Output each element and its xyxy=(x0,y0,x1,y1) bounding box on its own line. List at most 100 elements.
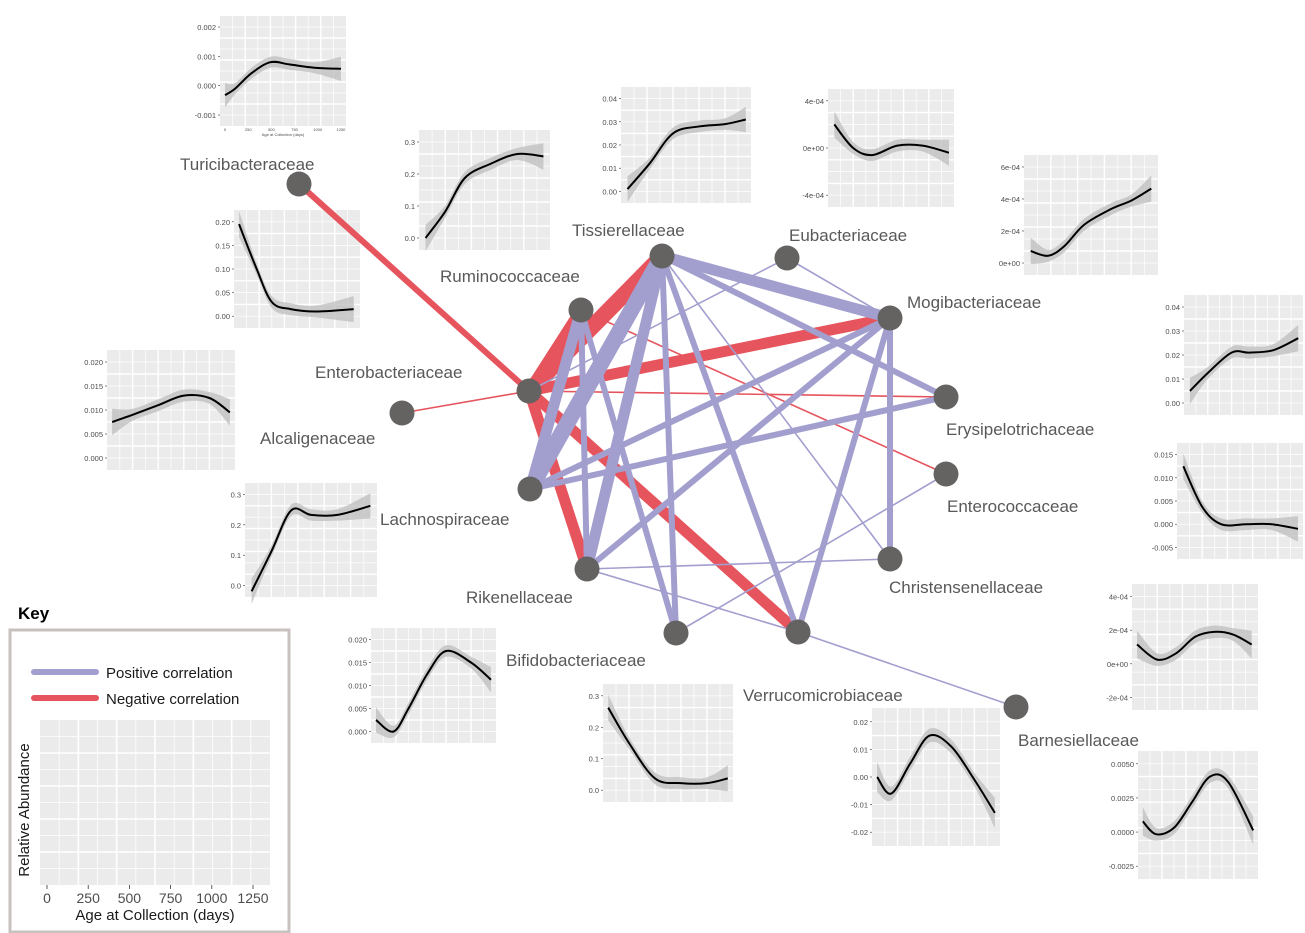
node-verrucomicrobiaceae xyxy=(785,619,811,645)
y-tick-label: 0.015 xyxy=(348,659,367,668)
positive-correlation-label: Positive correlation xyxy=(106,665,233,682)
confidence-ribbon xyxy=(112,389,230,436)
edge-ruminococcaceae-lachnospiraceae xyxy=(524,304,587,495)
y-tick-label: 0.01 xyxy=(602,164,617,173)
y-tick-label: 0.02 xyxy=(1165,351,1180,360)
key-axes-example: 0 250 500 750 1000 1250 xyxy=(40,720,270,906)
node-label-alcaligenaceae: Alcaligenaceae xyxy=(260,429,375,448)
key-x-tick-label: 1000 xyxy=(196,890,227,906)
x-axis-label: Age at Collection (days) xyxy=(262,132,305,137)
y-tick-label: 0.02 xyxy=(853,718,868,727)
y-tick-label: -0.001 xyxy=(195,111,216,120)
y-tick-label: 0.0000 xyxy=(1111,828,1134,837)
y-tick-label: 0.02 xyxy=(602,141,617,150)
y-tick-label: 0.0 xyxy=(231,582,241,591)
y-tick-label: 0.020 xyxy=(348,636,367,645)
node-label-barnesiellaceae: Barnesiellaceae xyxy=(1018,731,1139,750)
confidence-ribbon xyxy=(1189,325,1299,405)
y-tick-label: -4e-04 xyxy=(802,191,824,200)
y-tick-label: -0.005 xyxy=(1152,543,1173,552)
smoothed-curve xyxy=(607,707,729,785)
node-ruminococcaceae xyxy=(568,297,594,323)
y-tick-label: 0.000 xyxy=(197,82,216,91)
y-tick-label: 0.00 xyxy=(853,773,868,782)
edge-enterobacteriaceae-tissierellaceae xyxy=(521,248,670,399)
y-tick-label: 0.2 xyxy=(589,723,599,732)
smoothed-curve xyxy=(250,504,371,592)
smoothed-curve xyxy=(238,223,354,313)
key-title: Key xyxy=(18,604,50,623)
x-tick-label: 500 xyxy=(268,127,275,132)
y-tick-label: 2e-04 xyxy=(1109,626,1128,635)
x-tick-label: 1000 xyxy=(313,127,323,132)
y-tick-label: 0e+00 xyxy=(1107,660,1128,669)
edge-rikenellaceae-verrucomicrobiaceae xyxy=(586,568,799,633)
abundance-panels: 0.002 0.001 0.000 -0.001 0 250 500 750 1000 1250 A… xyxy=(84,16,1303,879)
y-tick-label: 0.01 xyxy=(853,745,868,754)
y-tick-label: 0.2 xyxy=(405,170,415,179)
smoothed-curve xyxy=(876,733,996,814)
node-mogibacteriaceae xyxy=(877,305,903,331)
y-tick-label: 0.020 xyxy=(84,358,103,367)
edge-mogibacteriaceae-verrucomicrobiaceae xyxy=(795,315,893,635)
network-edges xyxy=(296,181,1017,708)
panel-enterococcaceae: 0.015 0.010 0.005 0.000 -0.005 xyxy=(1152,443,1303,559)
node-alcaligenaceae xyxy=(389,400,415,426)
node-erysipelotrichaceae xyxy=(933,384,959,410)
panel-erysipelotrichaceae: 0.04 0.03 0.02 0.01 0.00 xyxy=(1165,295,1303,415)
node-label-rikenellaceae: Rikenellaceae xyxy=(466,588,573,607)
x-tick-label: 0 xyxy=(224,127,227,132)
y-tick-label: 0e+00 xyxy=(999,259,1020,268)
y-tick-label: 0.000 xyxy=(1154,520,1173,529)
key-x-tick-label: 750 xyxy=(159,890,183,906)
node-label-bifidobacteriaceae: Bifidobacteriaceae xyxy=(506,651,646,670)
y-tick-label: 0.3 xyxy=(589,692,599,701)
edge-rikenellaceae-christensenellaceae xyxy=(586,558,891,570)
smoothed-curve xyxy=(1182,465,1299,530)
key-x-tick-label: 1250 xyxy=(237,890,268,906)
smoothed-curve xyxy=(1030,187,1152,257)
panel-bifidobacteriaceae: 0.3 0.2 0.1 0.0 xyxy=(589,684,733,802)
smoothed-curve xyxy=(626,118,747,190)
panel-verrucomicrobiaceae: 0.02 0.01 0.00 -0.01 -0.02 xyxy=(851,708,1000,846)
y-tick-label: 0.03 xyxy=(1165,327,1180,336)
panel-turicibacteraceae: 0.002 0.001 0.000 -0.001 0 250 500 750 1000 1250 A… xyxy=(195,16,346,137)
edge-tissierellaceae-bifidobacteriaceae xyxy=(659,253,679,636)
edge-lachnospiraceae-mogibacteriaceae xyxy=(527,315,893,492)
node-lachnospiraceae xyxy=(517,476,543,502)
panel-rikenellaceae: 0.020 0.015 0.010 0.005 0.000 xyxy=(348,628,496,743)
edge-tissierellaceae-mogibacteriaceae xyxy=(656,250,896,324)
y-tick-label: 2e-04 xyxy=(1001,227,1020,236)
y-tick-label: 0.002 xyxy=(197,23,216,32)
confidence-ribbon xyxy=(1142,768,1254,845)
y-tick-label: 0.00 xyxy=(215,312,230,321)
edge-bifidobacteriaceae-enterococcaceae xyxy=(675,473,947,634)
node-christensenellaceae xyxy=(877,546,903,572)
node-label-enterococcaceae: Enterococcaceae xyxy=(947,497,1078,516)
edge-tissierellaceae-rikenellaceae xyxy=(581,250,668,575)
key-xlabel: Age at Collection (days) xyxy=(75,907,234,924)
y-tick-label: 0.005 xyxy=(348,705,367,714)
node-label-turicibacteraceae: Turicibacteraceae xyxy=(180,155,315,174)
edge-verrucomicrobiaceae-barnesiellaceae xyxy=(797,631,1017,708)
node-label-christensenellaceae: Christensenellaceae xyxy=(889,578,1043,597)
y-tick-label: 0.3 xyxy=(231,490,241,499)
edge-tissierellaceae-erysipelotrichaceae xyxy=(659,253,949,400)
node-label-erysipelotrichaceae: Erysipelotrichaceae xyxy=(946,420,1094,439)
node-turicibacteraceae xyxy=(286,171,312,197)
node-bifidobacteriaceae xyxy=(663,620,689,646)
confidence-ribbon xyxy=(834,111,949,166)
y-tick-label: -2e-04 xyxy=(1106,693,1128,702)
smoothed-curve xyxy=(111,394,231,423)
y-tick-label: -0.02 xyxy=(851,828,868,837)
y-tick-label: 0e+00 xyxy=(803,144,824,153)
node-rikenellaceae xyxy=(574,556,600,582)
smoothed-curve xyxy=(1136,630,1253,661)
y-tick-label: 0.04 xyxy=(602,95,617,104)
node-labels: Turicibacteraceae Ruminococcaceae Tissiere… xyxy=(180,155,1139,750)
edge-turicibacteraceae-enterobacteriaceae xyxy=(296,181,532,394)
key-ylabel: Relative Abundance xyxy=(16,743,33,876)
edge-ruminococcaceae-rikenellaceae xyxy=(578,307,590,572)
node-label-verrucomicrobiaceae: Verrucomicrobiaceae xyxy=(743,686,903,705)
smoothed-curve xyxy=(224,60,342,97)
